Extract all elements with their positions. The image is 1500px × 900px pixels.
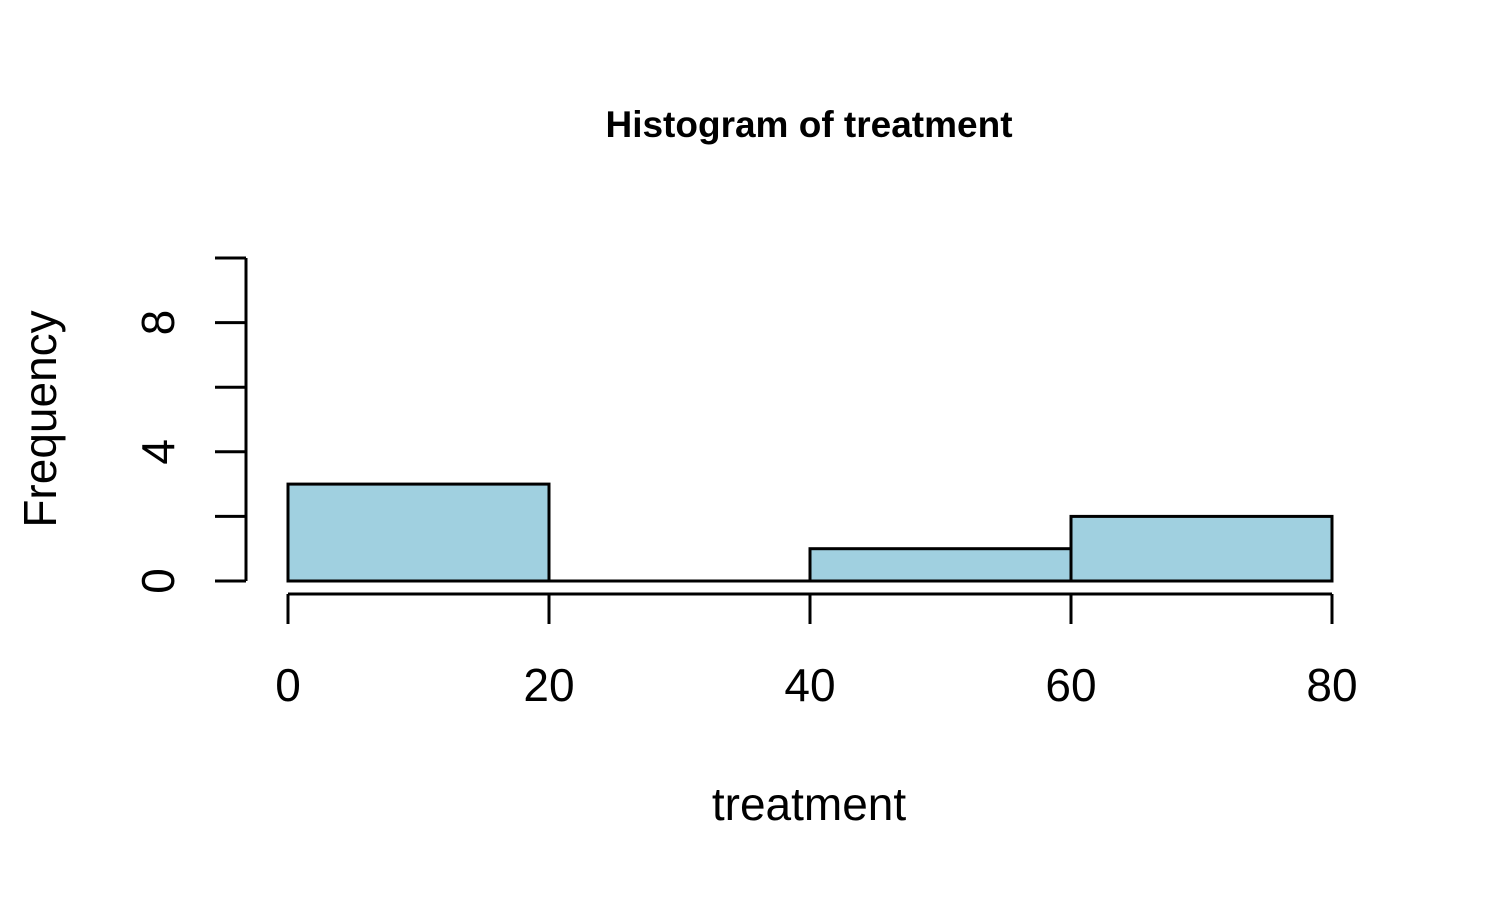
x-axis: 0 20 40 60 80 — [275, 592, 1358, 711]
y-ticks: 0 4 8 — [132, 256, 246, 594]
y-axis: 0 4 8 — [132, 256, 248, 594]
bars-layer — [286, 482, 1334, 583]
x-tick-label: 0 — [275, 659, 301, 711]
histogram-bar-2 — [808, 547, 1073, 583]
x-tick-label: 20 — [523, 659, 574, 711]
x-tick-label: 40 — [784, 659, 835, 711]
y-tick-label: 0 — [132, 568, 184, 594]
x-tick-label: 80 — [1306, 659, 1357, 711]
histogram-bar-0 — [286, 482, 551, 583]
y-tick-label: 8 — [132, 310, 184, 336]
y-tick-label: 4 — [132, 439, 184, 465]
x-axis-title: treatment — [712, 778, 907, 830]
x-tick-label: 60 — [1045, 659, 1096, 711]
x-ticks: 0 20 40 60 80 — [275, 594, 1358, 711]
histogram-bar-3 — [1069, 514, 1334, 583]
y-axis-title: Frequency — [14, 310, 66, 527]
chart-title: Histogram of treatment — [605, 104, 1012, 145]
